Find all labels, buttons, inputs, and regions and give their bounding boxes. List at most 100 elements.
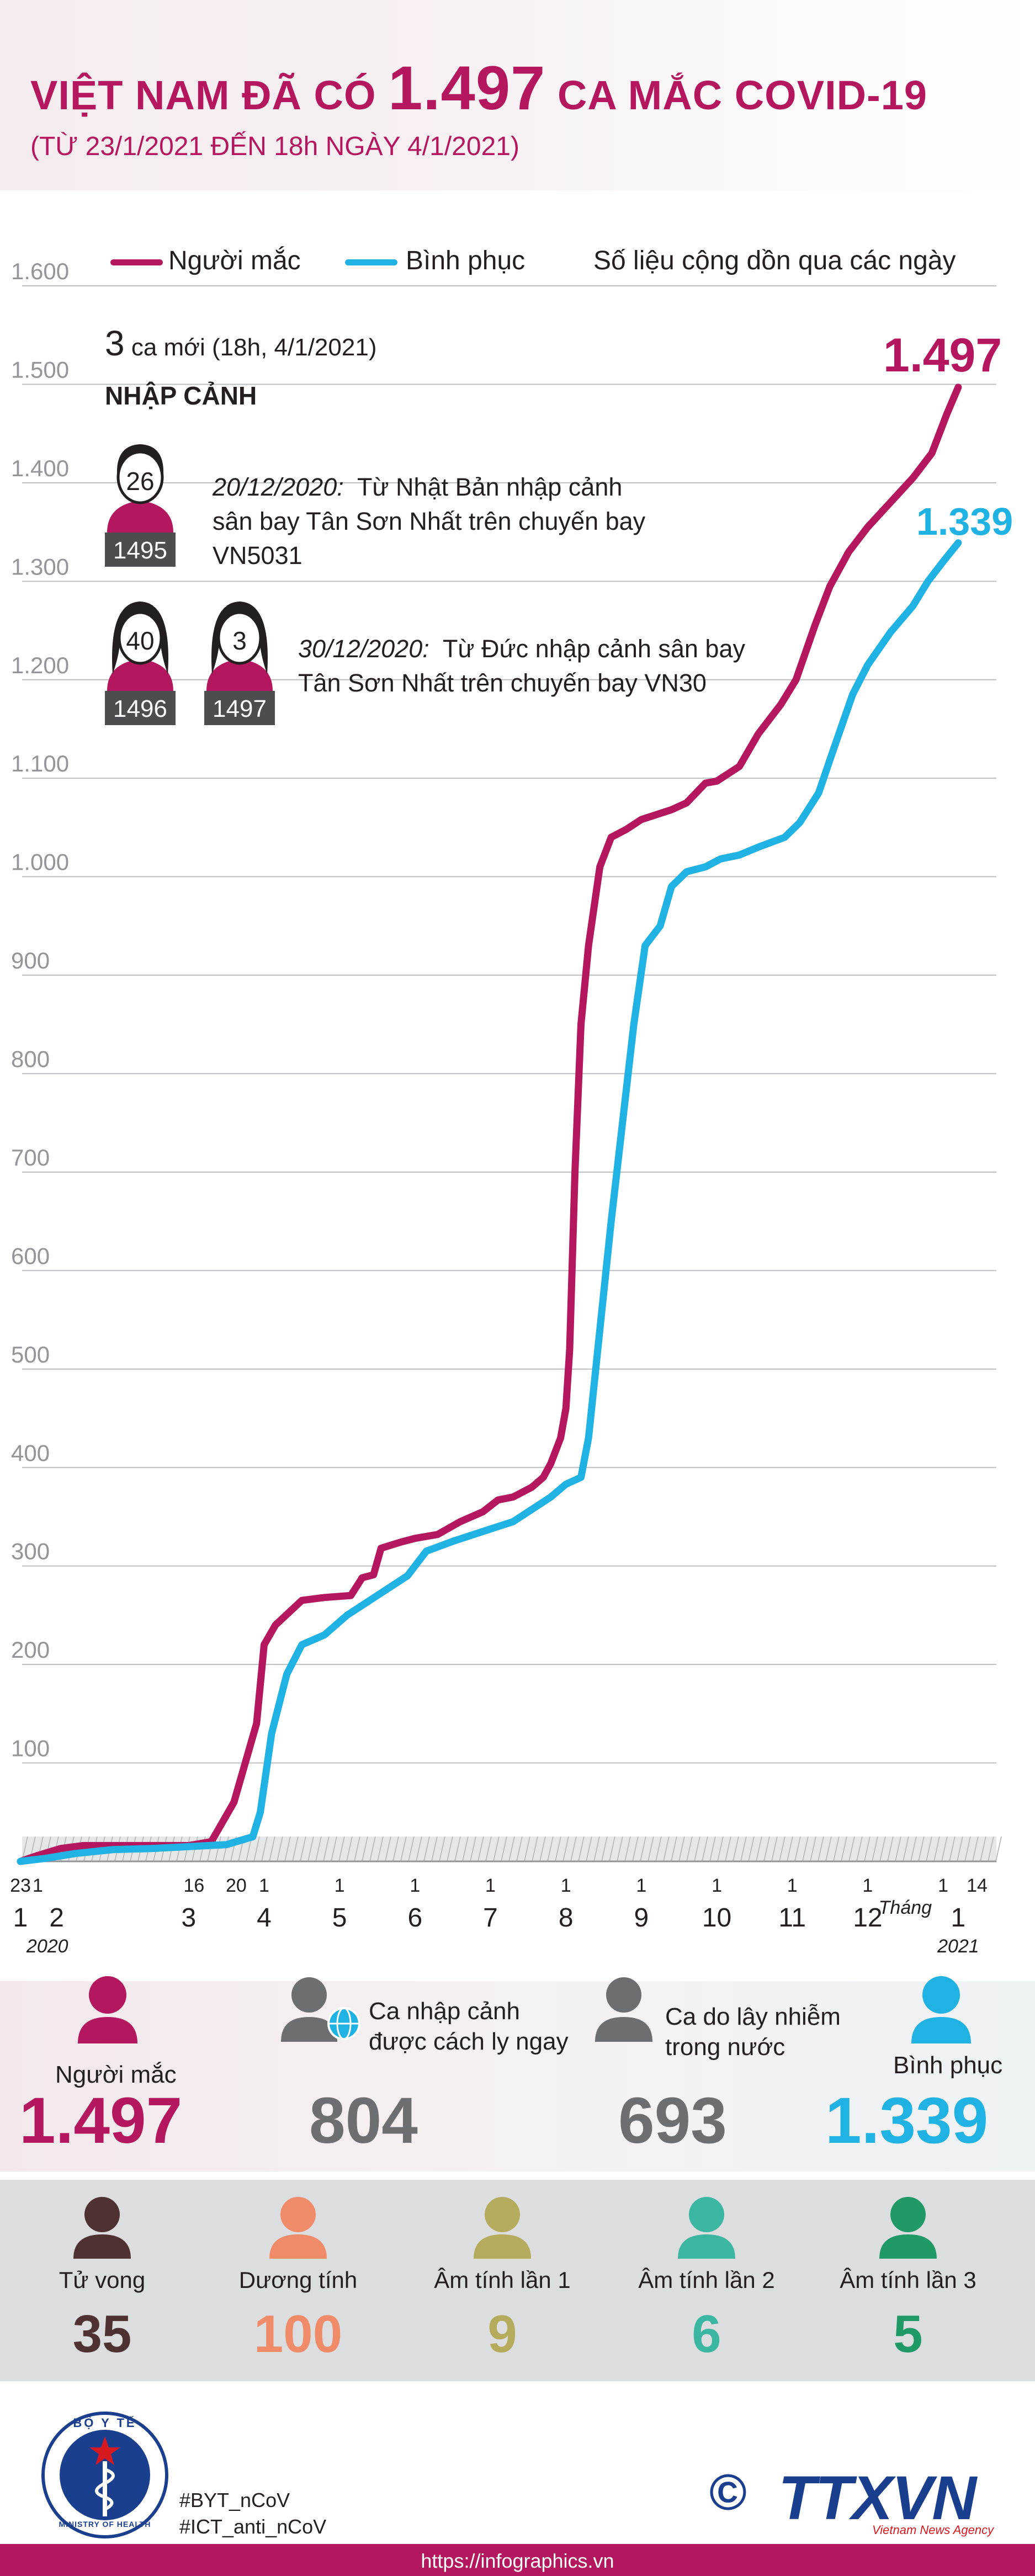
baseline-hatch — [331, 1836, 337, 1862]
baseline-hatch — [447, 1836, 453, 1862]
baseline-hatch — [470, 1836, 476, 1862]
patient-1496-id: 1496 — [113, 695, 167, 722]
negative-1-person-icon — [474, 2197, 531, 2259]
baseline-hatch — [493, 1836, 500, 1862]
title-suffix: CA MẮC COVID-19 — [557, 72, 928, 118]
baseline-hatch — [601, 1836, 608, 1862]
x-day-tick-label: 1 — [259, 1875, 269, 1896]
y-tick-label: 100 — [11, 1736, 50, 1761]
deaths-label: Tử vong — [59, 2267, 146, 2293]
ministry-of-health-logo — [41, 2412, 168, 2538]
baseline-hatch — [431, 1836, 438, 1862]
legend-recovered-swatch — [345, 259, 397, 265]
baseline-hatch — [879, 1836, 886, 1862]
baseline-hatch — [972, 1836, 979, 1862]
x-month-label: 6 — [407, 1903, 422, 1933]
baseline-hatch — [586, 1836, 592, 1862]
y-tick-label: 900 — [11, 948, 50, 973]
positive-value: 100 — [253, 2304, 343, 2364]
patient-1496-icon: 40 1496 — [105, 597, 176, 725]
baseline-hatch — [570, 1836, 577, 1862]
baseline-hatch — [810, 1836, 816, 1862]
baseline-hatch — [756, 1836, 762, 1862]
patient-1495-id: 1495 — [113, 537, 167, 564]
baseline-hatch — [647, 1836, 654, 1862]
baseline-hatch — [910, 1836, 917, 1862]
new-cases-number: 3 — [105, 323, 125, 363]
negative-3-value: 5 — [893, 2304, 923, 2364]
x-month-label: 3 — [181, 1903, 196, 1933]
baseline-hatch — [895, 1836, 901, 1862]
baseline-hatch — [524, 1836, 530, 1862]
summary-imported-label-2: được cách ly ngay — [369, 2028, 569, 2055]
baseline-hatch — [848, 1836, 855, 1862]
page-subtitle: (TỪ 23/1/2021 ĐẾN 18h NGÀY 4/1/2021) — [30, 132, 519, 161]
patient-1497-icon: 3 1497 — [204, 597, 275, 725]
summary-recovered-value: 1.339 — [825, 2084, 989, 2157]
negative-2-label: Âm tính lần 2 — [638, 2267, 775, 2293]
recovered-person-icon — [911, 1976, 971, 2043]
x-day-tick-label: 1 — [33, 1875, 43, 1896]
baseline-hatch — [802, 1836, 809, 1862]
negative-3-person-icon — [879, 2197, 937, 2259]
x-day-tick-label: 1 — [938, 1875, 948, 1896]
new-cases-text: ca mới (18h, 4/1/2021) — [131, 334, 377, 361]
x-month-label: 2 — [49, 1903, 64, 1933]
x-month-label: 11 — [778, 1903, 806, 1933]
x-month-label: 4 — [257, 1903, 272, 1933]
baseline-hatch — [794, 1836, 801, 1862]
positive-person-icon — [269, 2197, 327, 2259]
case1-line1: Từ Nhật Bản nhập cảnh — [357, 473, 623, 501]
baseline-hatch — [408, 1836, 415, 1862]
summary-domestic-label-1: Ca do lây nhiễm — [665, 2003, 841, 2030]
baseline-hatch — [949, 1836, 956, 1862]
baseline-hatch — [624, 1836, 631, 1862]
case1-note: 20/12/2020: Từ Nhật Bản nhập cảnh sân ba… — [213, 470, 645, 573]
legend-recovered-label: Bình phục — [406, 246, 526, 275]
case1-line3: VN5031 — [213, 541, 302, 570]
negative-3-label: Âm tính lần 3 — [840, 2267, 976, 2293]
case23-line1: Từ Đức nhập cảnh sân bay — [442, 635, 745, 663]
baseline-hatch — [632, 1836, 639, 1862]
case23-date: 30/12/2020: — [298, 635, 429, 663]
baseline-hatch — [578, 1836, 585, 1862]
hashtag-ict[interactable]: #ICT_anti_nCoV — [179, 2515, 327, 2538]
baseline-hatch — [833, 1836, 840, 1862]
x-month-label: 10 — [702, 1903, 731, 1933]
title-number: 1.497 — [388, 54, 546, 123]
legend-cases-swatch — [110, 259, 163, 265]
baseline-hatch — [655, 1836, 662, 1862]
negative-1-label: Âm tính lần 1 — [434, 2267, 571, 2293]
baseline-hatch — [423, 1836, 430, 1862]
x-day-tick-label: 1 — [485, 1875, 496, 1896]
baseline-hatch — [918, 1836, 925, 1862]
baseline-hatch — [215, 1836, 221, 1862]
x-day-tick-label: 1 — [335, 1875, 345, 1896]
baseline-hatch — [508, 1836, 515, 1862]
baseline-hatch — [562, 1836, 569, 1862]
header-band — [0, 0, 1035, 190]
negative-1-value: 9 — [487, 2304, 517, 2364]
hashtag-byt[interactable]: #BYT_nCoV — [179, 2489, 290, 2511]
case1-line2: sân bay Tân Sơn Nhất trên chuyến bay — [213, 507, 646, 535]
y-tick-label: 1.600 — [11, 258, 69, 284]
legend-note: Số liệu cộng dồn qua các ngày — [593, 246, 956, 275]
positive-label: Dương tính — [238, 2267, 358, 2293]
title-prefix: VIỆT NAM ĐÃ CÓ — [30, 72, 376, 118]
x-month-label: 1 — [951, 1903, 966, 1933]
patient-1497-id: 1497 — [213, 695, 267, 722]
baseline-hatch — [818, 1836, 824, 1862]
x-month-label: 1 — [13, 1903, 28, 1933]
baseline-hatch — [253, 1836, 260, 1862]
baseline-hatch — [964, 1836, 971, 1862]
baseline-hatch — [779, 1836, 785, 1862]
case23-line2: Tân Sơn Nhất trên chuyến bay VN30 — [298, 669, 707, 697]
baseline-hatch — [640, 1836, 646, 1862]
baseline-hatch — [678, 1836, 685, 1862]
footer-url-link[interactable]: https://infographics.vn — [421, 2550, 614, 2572]
x-day-tick-label: 1 — [410, 1875, 420, 1896]
y-tick-label: 600 — [11, 1243, 50, 1269]
x-day-tick-label: 1 — [712, 1875, 722, 1896]
baseline-hatch — [555, 1836, 561, 1862]
baseline-hatch — [462, 1836, 469, 1862]
